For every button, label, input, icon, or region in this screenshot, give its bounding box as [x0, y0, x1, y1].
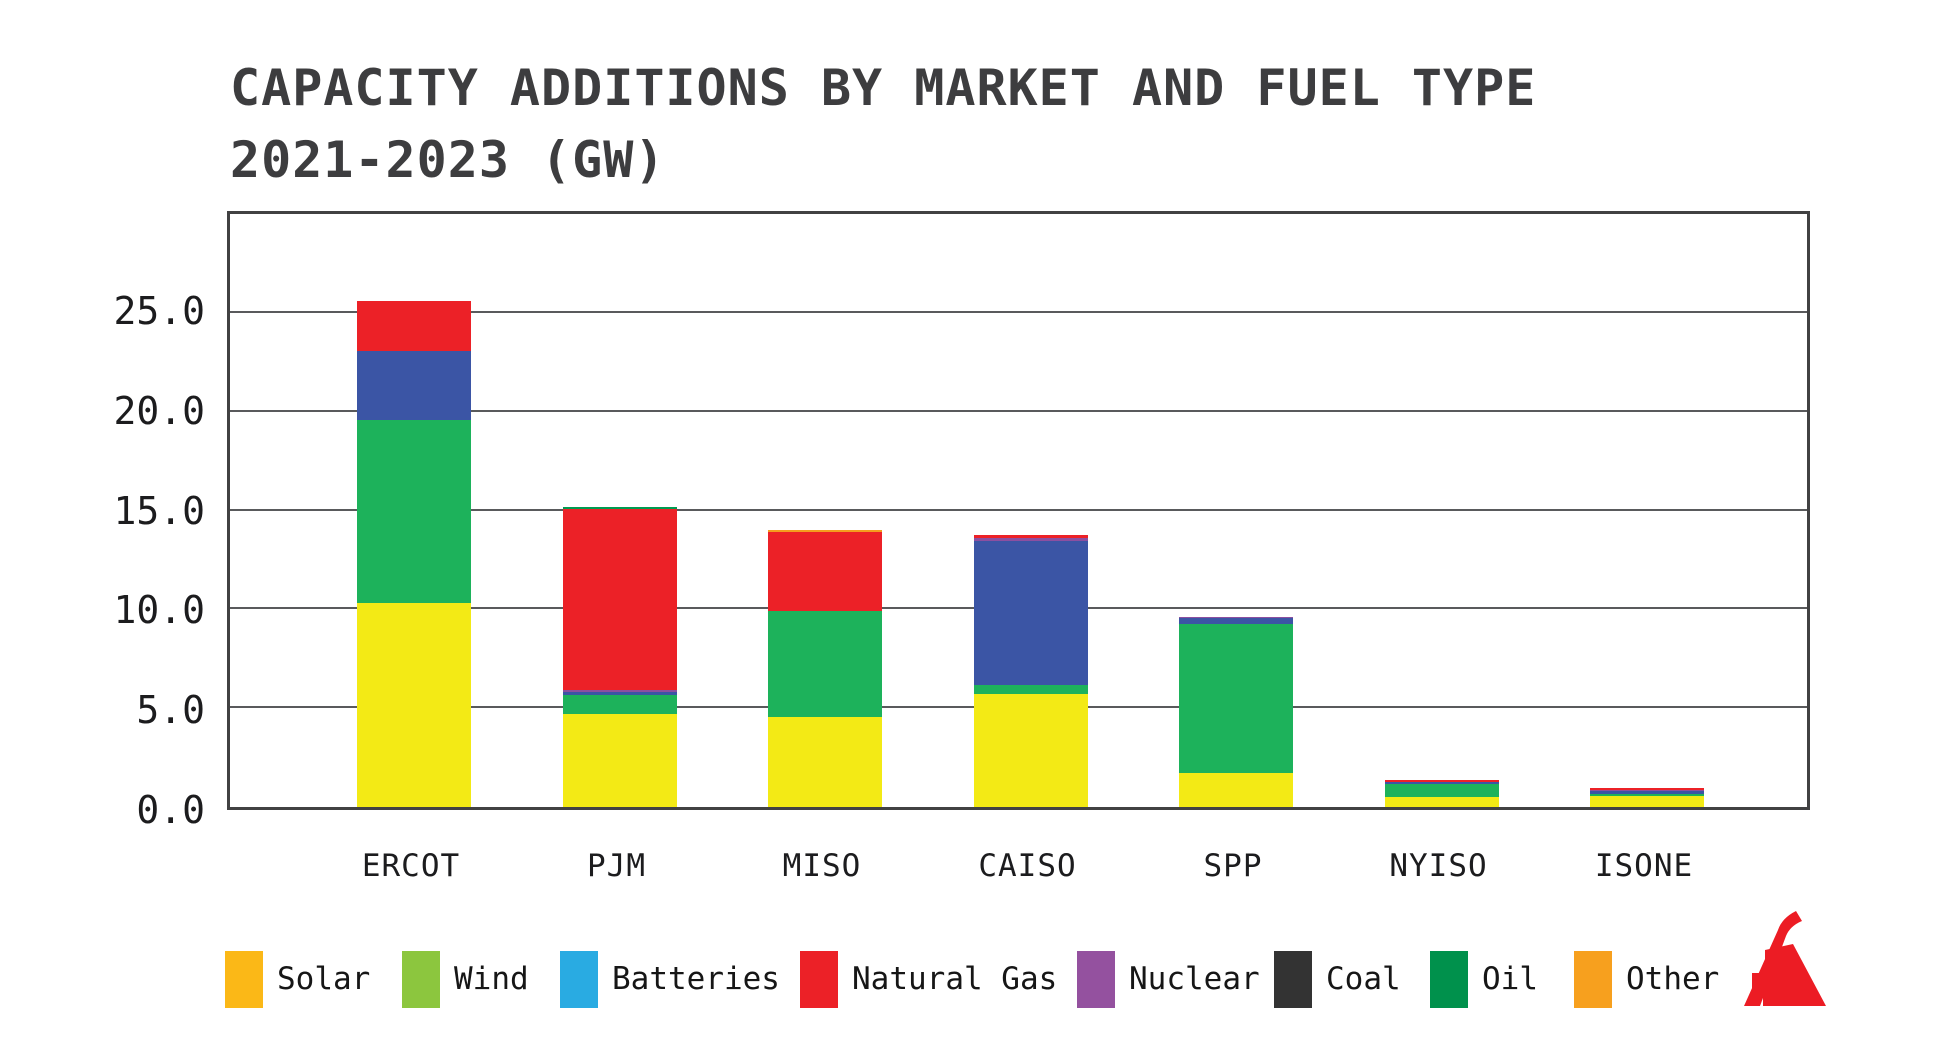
bar-segment-batteries	[1590, 791, 1704, 795]
bar-segment-natural-gas	[562, 508, 677, 691]
x-category-label: MISO	[782, 848, 862, 884]
bar-segment-natural-gas	[973, 535, 1088, 539]
chart-title: CAPACITY ADDITIONS BY MARKET AND FUEL TY…	[230, 52, 1536, 196]
gridline	[230, 310, 1807, 313]
bar-segment-solar	[1590, 796, 1704, 807]
legend-label: Nuclear	[1129, 961, 1260, 997]
y-tick-label: 10.0	[113, 588, 205, 633]
x-category-label: PJM	[587, 848, 646, 884]
bar-segment-wind	[562, 695, 677, 715]
bar-segment-nuclear	[562, 690, 677, 693]
bar-segment-wind	[1384, 784, 1499, 798]
legend-label: Oil	[1482, 961, 1538, 997]
x-category-label: NYISO	[1389, 848, 1488, 884]
legend-label: Batteries	[612, 961, 780, 997]
y-tick-label: 20.0	[113, 388, 205, 433]
bar-segment-solar	[768, 717, 882, 807]
chart-title-line1: CAPACITY ADDITIONS BY MARKET AND FUEL TY…	[230, 59, 1537, 117]
bar-segment-nuclear	[973, 538, 1088, 542]
legend-swatch-icon	[225, 951, 263, 1008]
bar-segment-solar	[1384, 797, 1499, 807]
bar-segment-natural-gas	[768, 532, 882, 612]
chart-title-line2: 2021-2023 (GW)	[230, 131, 666, 189]
legend-swatch-icon	[1430, 951, 1468, 1008]
bar-segment-wind	[1179, 624, 1293, 774]
bar-segment-wind	[357, 419, 471, 604]
bar-segment-wind	[973, 685, 1088, 695]
y-tick-label: 0.0	[136, 788, 205, 832]
bar-segment-natural-gas	[357, 301, 471, 352]
bar-segment-batteries	[973, 541, 1088, 686]
bar-segment-nuclear	[1590, 790, 1704, 792]
bar-segment-solar	[973, 694, 1088, 807]
bar-segment-wind	[1590, 794, 1704, 797]
legend-label: Solar	[277, 961, 371, 997]
legend-swatch-icon	[1574, 951, 1612, 1008]
gridline	[230, 409, 1807, 412]
y-tick-label: 5.0	[136, 688, 205, 733]
bar-segment-nuclear	[1179, 617, 1293, 619]
bar-segment-batteries	[1179, 618, 1293, 625]
legend-swatch-icon	[560, 951, 598, 1008]
bar-segment-solar	[562, 714, 677, 807]
bar-segment-solar	[357, 603, 471, 807]
y-tick-label: 25.0	[113, 288, 205, 333]
bar-segment-oil	[562, 506, 677, 509]
x-category-label: CAISO	[978, 848, 1077, 884]
legend-swatch-icon	[800, 951, 838, 1008]
plot-area	[227, 211, 1810, 810]
y-tick-label: 15.0	[113, 488, 205, 533]
x-category-label: ISONE	[1594, 848, 1694, 884]
bar-segment-batteries	[562, 692, 677, 696]
x-category-label: ERCOT	[361, 848, 461, 884]
bar-segment-wind	[768, 611, 882, 718]
bar-segment-other	[768, 530, 882, 533]
legend-swatch-icon	[1077, 951, 1115, 1008]
legend-label: Wind	[454, 961, 529, 997]
x-category-label: SPP	[1203, 848, 1263, 884]
bar-segment-natural-gas	[1590, 788, 1704, 791]
legend-label: Coal	[1326, 961, 1401, 997]
bar-segment-batteries	[1384, 782, 1499, 785]
legend-label: Natural Gas	[852, 961, 1058, 997]
bar-segment-batteries	[357, 351, 471, 420]
bar-segment-natural-gas	[1384, 780, 1499, 783]
bar-segment-solar	[1179, 773, 1293, 807]
brand-logo	[1744, 911, 1826, 1006]
legend-label: Other	[1626, 961, 1720, 997]
legend-swatch-icon	[402, 951, 440, 1008]
gridline	[230, 508, 1807, 511]
legend-swatch-icon	[1274, 951, 1312, 1008]
